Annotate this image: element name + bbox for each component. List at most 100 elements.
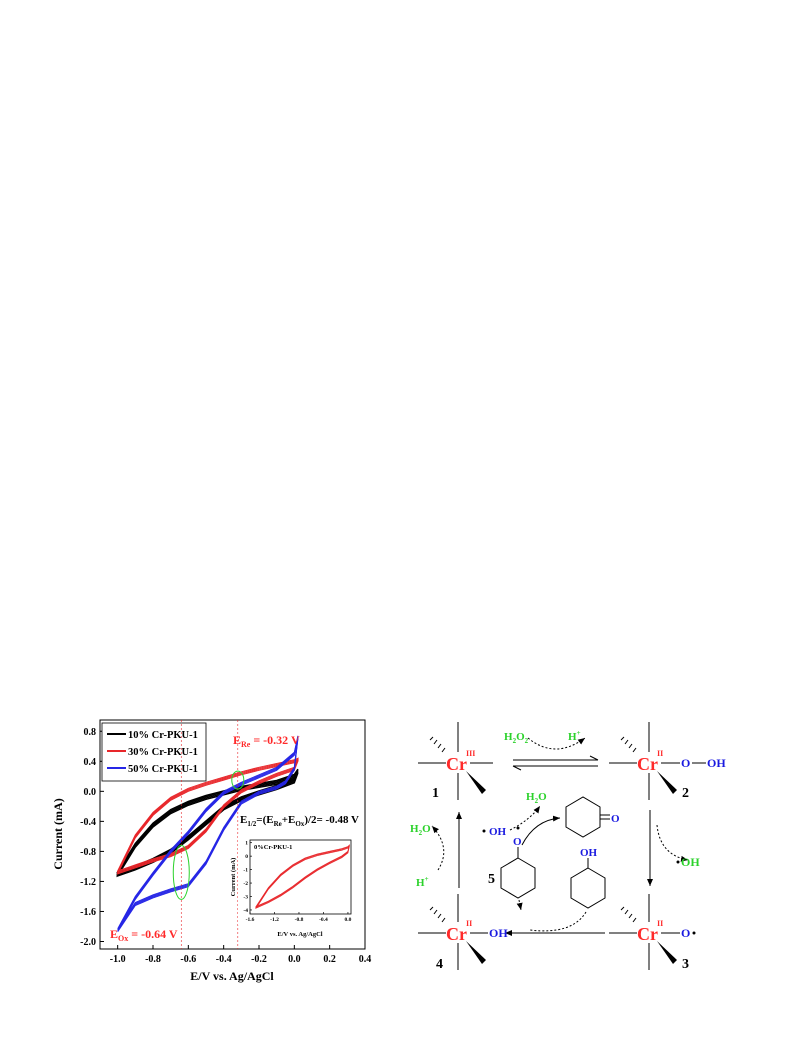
hashed-wedge bbox=[620, 736, 637, 753]
x-tick-label: 0.2 bbox=[323, 954, 336, 965]
compound-number-5: 5 bbox=[488, 872, 495, 887]
inset-y-tick-label: 0 bbox=[245, 854, 248, 860]
complex-2: Cr II O OH 2 bbox=[609, 722, 726, 801]
inset-x-tick-label: -1.2 bbox=[270, 917, 279, 923]
inset-x-tick-label: 0.0 bbox=[345, 917, 352, 923]
h2o-mid-label: H2O bbox=[526, 791, 547, 805]
inset-x-label: E/V vs. Ag/AgCl bbox=[277, 931, 322, 938]
inset-y-tick-label: -2 bbox=[243, 881, 248, 887]
radical-dot bbox=[676, 860, 680, 864]
equilibrium-arrow bbox=[512, 755, 599, 771]
inset-title: 0%Cr-PKU-1 bbox=[254, 844, 292, 851]
y-tick-label: 0.4 bbox=[84, 757, 97, 768]
inset-x-tick-label: -0.4 bbox=[319, 917, 328, 923]
hydroxo-oh-label: OH bbox=[489, 926, 508, 940]
x-tick-label: -0.6 bbox=[180, 954, 196, 965]
dashed-curve-arrow bbox=[509, 805, 541, 831]
peroxo-oh-label: OH bbox=[707, 756, 726, 770]
inset-chart: 0%Cr-PKU-1 -1.6 -1.2 -0.8 -0.4 0.0 1 0 -1 -2 -3 -4… bbox=[230, 835, 358, 938]
x-axis-label: E/V vs. Ag/AgCl bbox=[190, 969, 274, 983]
radical-dot bbox=[516, 826, 520, 830]
oh-radical-right: OH bbox=[681, 855, 700, 869]
y-tick-label: -0.4 bbox=[80, 817, 96, 828]
h2o-left-label: H2O bbox=[410, 823, 431, 837]
cv-series-1-cycle bbox=[116, 770, 299, 875]
metal-label: Cr bbox=[446, 754, 467, 774]
cv-series-2-cycle bbox=[116, 757, 299, 872]
complex-3: Cr II O 3 bbox=[609, 894, 696, 972]
compound-number-4: 4 bbox=[436, 957, 443, 972]
radical-dot bbox=[692, 931, 696, 935]
cyclohexanol: OH bbox=[570, 847, 606, 909]
cyclohexyloxy-5: O 5 bbox=[488, 826, 536, 899]
metal-label: Cr bbox=[637, 924, 658, 944]
compound-number-3: 3 bbox=[682, 957, 689, 972]
legend-label-50: 50% Cr-PKU-1 bbox=[128, 764, 198, 775]
y-tick-label: -1.6 bbox=[80, 907, 96, 918]
y-tick-label: 0.0 bbox=[84, 787, 97, 798]
x-tick-label: 0.4 bbox=[359, 954, 372, 965]
dashed-curve-arrow bbox=[527, 737, 586, 750]
h2o2-label: H2O2 bbox=[504, 731, 529, 745]
metal-label: Cr bbox=[446, 924, 467, 944]
y-tick-label: -0.8 bbox=[80, 847, 96, 858]
inset-y-label: Current (mA) bbox=[230, 858, 237, 897]
cv-series-1-cycle bbox=[116, 772, 299, 878]
oxidation-state: II bbox=[657, 919, 663, 928]
y-axis-label: Current (mA) bbox=[51, 798, 65, 869]
y-tick-label: -1.2 bbox=[80, 877, 96, 888]
solid-wedge bbox=[466, 941, 486, 964]
compound-number-2: 2 bbox=[682, 786, 689, 801]
inset-cv-cycle bbox=[255, 845, 350, 910]
hashed-wedge bbox=[620, 906, 637, 923]
solid-wedge bbox=[466, 771, 486, 794]
dashed-curve-arrow bbox=[656, 824, 689, 862]
x-tick-label: -1.0 bbox=[110, 954, 126, 965]
cv-series-3-cycle bbox=[117, 738, 299, 932]
x-tick-label: 0.0 bbox=[288, 954, 301, 965]
complex-4: Cr II OH 4 bbox=[418, 894, 508, 972]
inset-y-tick-label: -1 bbox=[243, 868, 248, 874]
inset-y-tick-label: -3 bbox=[243, 895, 248, 901]
inset-x-tick-label: -1.6 bbox=[246, 917, 255, 923]
reduction-peak-ellipse bbox=[231, 770, 245, 790]
peroxo-o-label: O bbox=[681, 756, 690, 770]
cyclohexanone: O bbox=[565, 796, 620, 838]
hashed-wedge bbox=[429, 906, 446, 923]
inset-cv-cycle bbox=[255, 844, 350, 909]
complex-1: Cr III 1 bbox=[418, 722, 493, 801]
x-tick-label: -0.2 bbox=[251, 954, 267, 965]
e-re-annotation: ERe = -0.32 V bbox=[233, 733, 300, 749]
cv-series-2-cycle bbox=[116, 759, 299, 874]
legend-label-10: 10% Cr-PKU-1 bbox=[128, 730, 198, 741]
y-tick-label: -2.0 bbox=[80, 937, 96, 948]
x-tick-label: -0.8 bbox=[145, 954, 161, 965]
radical-dot bbox=[482, 829, 486, 833]
legend-label-30: 30% Cr-PKU-1 bbox=[128, 747, 198, 758]
inset-x-tick-label: -0.8 bbox=[295, 917, 304, 923]
e-ox-annotation: EOx = -0.64 V bbox=[110, 927, 178, 943]
cyclohexanol-oh: OH bbox=[580, 847, 598, 859]
legend: 10% Cr-PKU-1 30% Cr-PKU-1 50% Cr-PKU-1 bbox=[101, 722, 207, 782]
inset-frame bbox=[249, 839, 352, 915]
dashed-curve-arrow bbox=[529, 911, 587, 932]
oxyl-o-label: O bbox=[681, 926, 690, 940]
compound-number-1: 1 bbox=[432, 786, 439, 801]
cv-series-2-cycle bbox=[116, 760, 299, 875]
plot-frame bbox=[99, 719, 366, 950]
arrow-5-to-ketone bbox=[521, 815, 561, 846]
alkoxy-o-label: O bbox=[513, 836, 522, 848]
dashed-curve-arrow bbox=[431, 825, 445, 871]
oxidation-state: II bbox=[466, 919, 472, 928]
y-tick-label: 0.8 bbox=[84, 727, 97, 738]
inset-cv-cycle bbox=[255, 844, 350, 908]
oxidation-peak-ellipse bbox=[172, 844, 190, 900]
inset-y-tick-label: -4 bbox=[243, 908, 248, 914]
ketone-o-label: O bbox=[611, 813, 620, 825]
x-tick-label: -0.4 bbox=[216, 954, 232, 965]
solid-wedge bbox=[657, 771, 677, 794]
hashed-wedge bbox=[429, 736, 446, 753]
hplus-left-label: H+ bbox=[416, 875, 429, 889]
oh-radical-mid: OH bbox=[489, 826, 507, 838]
hplus-label-top: H+ bbox=[568, 729, 581, 743]
